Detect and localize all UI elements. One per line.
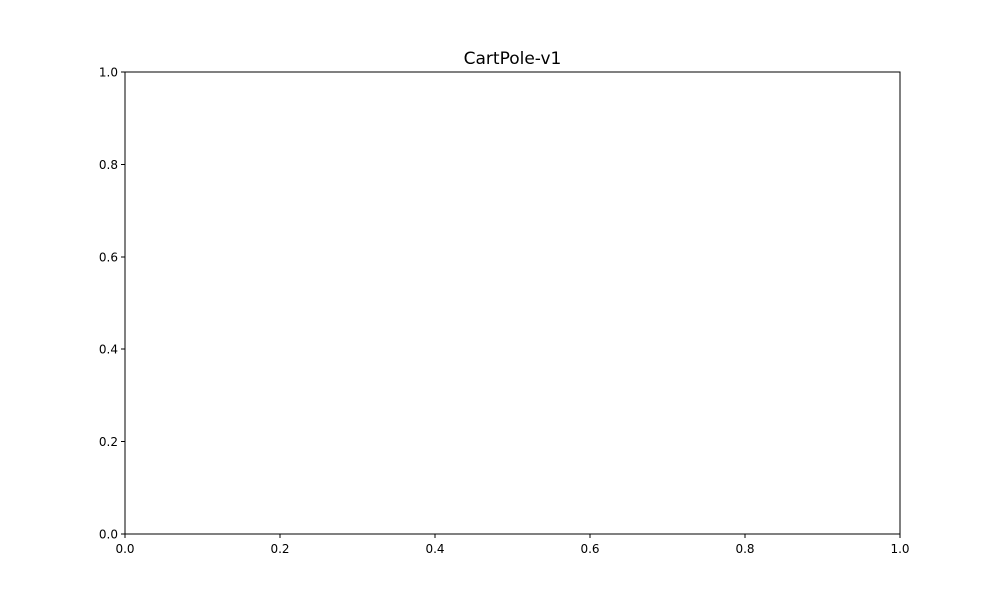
x-tick-label: 0.4 bbox=[425, 542, 444, 556]
y-tick-label: 0.2 bbox=[99, 435, 118, 449]
y-tick-label: 0.0 bbox=[99, 528, 118, 542]
plot-area: 0.0 0.2 0.4 0.6 0.8 1.0 0.0 0.2 0.4 0.6 0.8 1.0 bbox=[99, 66, 910, 557]
axes-frame bbox=[124, 71, 901, 535]
x-tick-label: 0.6 bbox=[580, 542, 599, 556]
y-tick-label: 1.0 bbox=[99, 66, 118, 80]
y-tick-label: 0.4 bbox=[99, 343, 118, 357]
x-tick-label: 1.0 bbox=[890, 542, 909, 556]
y-tick-label: 0.8 bbox=[99, 158, 118, 172]
x-tick-label: 0.2 bbox=[270, 542, 289, 556]
y-tick-label: 0.6 bbox=[99, 250, 118, 264]
x-tick-label: 0.0 bbox=[115, 542, 134, 556]
chart-title: CartPole-v1 bbox=[464, 49, 562, 69]
x-tick-label: 0.8 bbox=[735, 542, 754, 556]
